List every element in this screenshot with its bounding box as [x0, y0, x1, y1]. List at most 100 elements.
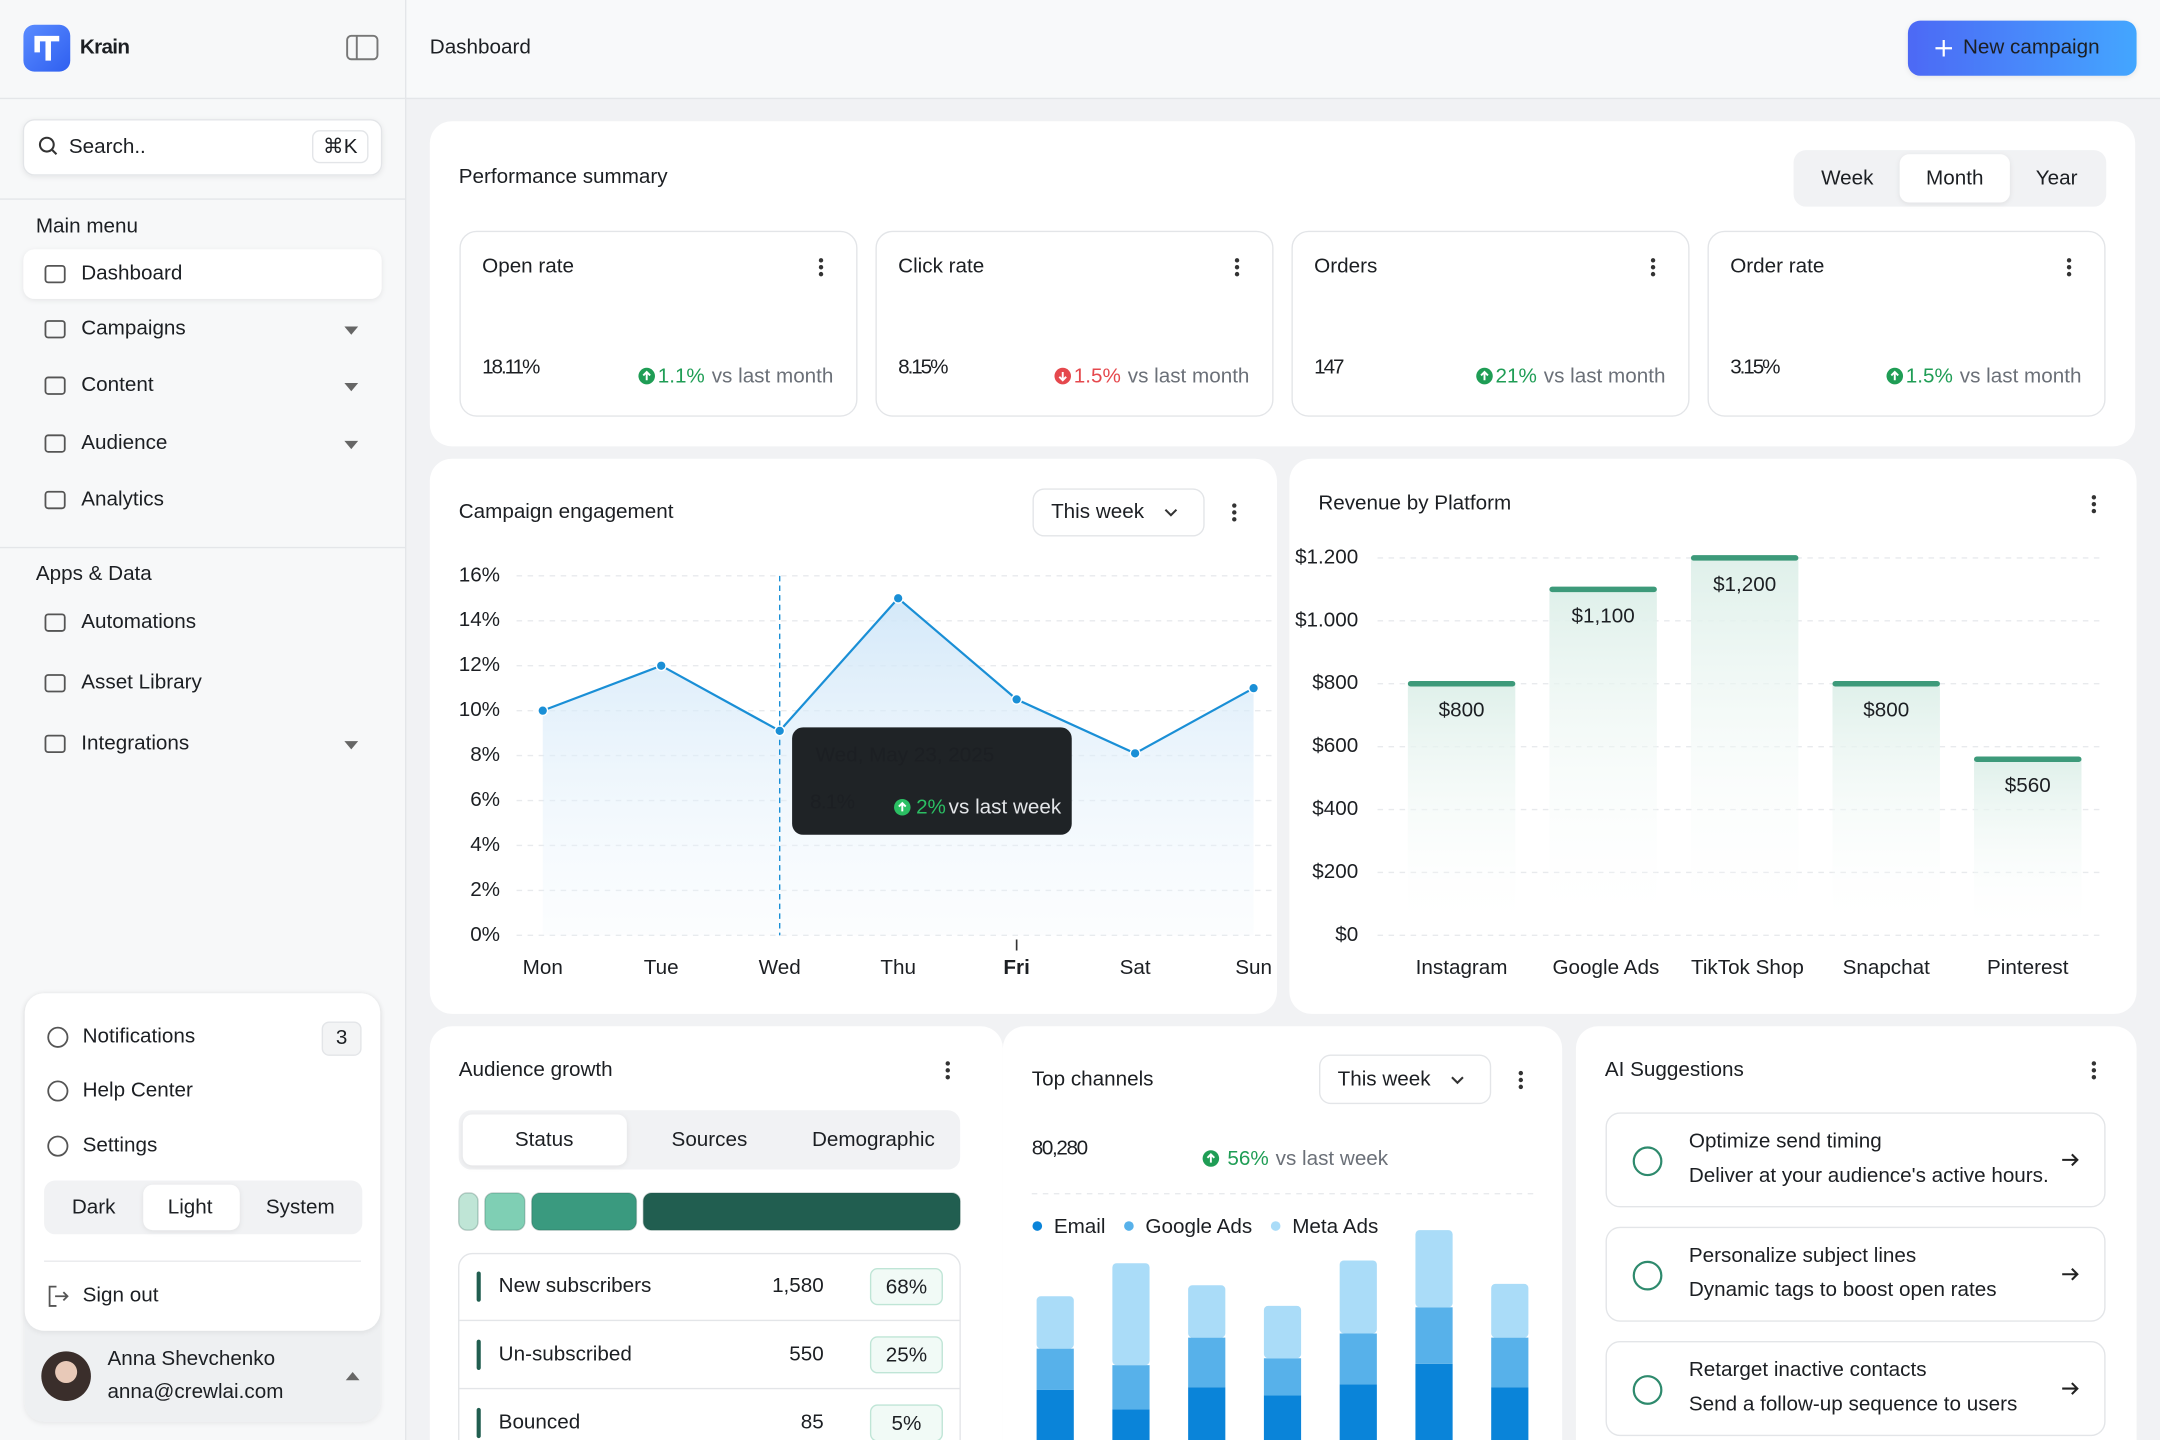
- bar-segment: [1036, 1348, 1074, 1390]
- menu-item[interactable]: Asset Library: [44, 671, 202, 694]
- dropdown-box: [1032, 488, 1205, 537]
- sign-out-label: Sign out: [83, 1284, 159, 1307]
- suggestion-item[interactable]: Optimize send timing Deliver at your audi…: [1605, 1112, 2106, 1208]
- tooltip-change: 2% vs last week: [916, 796, 1062, 819]
- menu-item[interactable]: Campaigns: [44, 317, 359, 340]
- suggestion-item[interactable]: Retarget inactive contacts Send a follow-…: [1605, 1341, 2106, 1437]
- sign-out[interactable]: Sign out: [48, 1284, 159, 1307]
- kpi-value: 18.11%: [482, 355, 540, 378]
- dot: [818, 258, 824, 263]
- audience-card: Audience growth Status Sources Demographic N…: [429, 1026, 1003, 1440]
- row-label: Bounced: [499, 1410, 581, 1433]
- kpi-border: [1707, 230, 2106, 417]
- period-option[interactable]: Month: [1926, 167, 1983, 190]
- bar-cap: [1407, 680, 1516, 687]
- point: [774, 725, 786, 737]
- row-label: Un-subscribed: [499, 1342, 632, 1365]
- dot: [1650, 258, 1656, 263]
- new-campaign-button[interactable]: New campaign: [1907, 20, 2137, 76]
- theme-option[interactable]: Dark: [72, 1196, 116, 1219]
- x-tick-label: Snapchat: [1843, 956, 1931, 979]
- point: [655, 660, 667, 672]
- bar-segment: [1036, 1296, 1074, 1349]
- suggestion-icon: [1632, 1146, 1663, 1177]
- more-menu[interactable]: [818, 258, 824, 277]
- card-title: AI Suggestions: [1605, 1058, 1744, 1081]
- dot: [1232, 510, 1237, 515]
- more-menu[interactable]: [1232, 503, 1237, 522]
- kpi-label: Orders: [1314, 255, 1377, 278]
- more-menu[interactable]: [2091, 495, 2097, 514]
- x-tick-label: Tue: [644, 956, 679, 979]
- tab[interactable]: Sources: [672, 1128, 748, 1151]
- dot: [2066, 258, 2072, 263]
- more-menu[interactable]: [1650, 258, 1656, 277]
- search-box[interactable]: Search.. ⌘K: [22, 119, 383, 176]
- tab[interactable]: Demographic: [812, 1128, 935, 1151]
- more-menu[interactable]: [1518, 1070, 1524, 1090]
- row-accent: [476, 1271, 481, 1302]
- trend-arrow: [642, 370, 651, 381]
- sign-out-icon: [48, 1285, 69, 1307]
- kpi-label: Order rate: [1730, 255, 1824, 278]
- card-title: Performance summary: [459, 165, 669, 188]
- menu-label: Dashboard: [81, 262, 182, 285]
- range-dropdown[interactable]: This week: [1032, 488, 1205, 537]
- suggestion-description: Deliver at your audience's active hours.: [1689, 1164, 2049, 1187]
- dot: [2091, 495, 2097, 500]
- tooltip-date: Wed, May 23, 2025: [816, 744, 995, 767]
- theme-option[interactable]: System: [266, 1196, 335, 1219]
- utility-item[interactable]: Help Center: [47, 1078, 193, 1102]
- dot: [2091, 1068, 2097, 1073]
- tab[interactable]: Status: [515, 1128, 574, 1151]
- theme-active: [143, 1184, 240, 1231]
- chevron-down: [1451, 1076, 1464, 1085]
- bar: [1690, 557, 1799, 936]
- period-option[interactable]: Week: [1821, 167, 1874, 190]
- menu-item[interactable]: Dashboard: [23, 249, 382, 299]
- more-menu[interactable]: [1234, 258, 1240, 277]
- revenue-card: Revenue by Platform $0 $200 $400 $600 $800 $1.…: [1289, 458, 2137, 1014]
- menu-icon: [44, 434, 66, 453]
- main-content: Performance summary Week Month Year Open rat…: [429, 121, 2137, 1440]
- dot: [945, 1061, 950, 1066]
- change-note: vs last week: [949, 796, 1062, 819]
- menu-item[interactable]: Integrations: [44, 731, 359, 754]
- menu-item[interactable]: Analytics: [44, 488, 164, 511]
- utility-item[interactable]: Notifications: [47, 1025, 195, 1048]
- menu-label: Campaigns: [81, 317, 185, 340]
- trend-arrow: [898, 801, 907, 812]
- dot: [1234, 265, 1240, 270]
- y-tick-label: 16%: [459, 563, 500, 586]
- bar-cap: [1974, 756, 2082, 762]
- caret-up[interactable]: [345, 1372, 360, 1381]
- value-label: $1,100: [1572, 604, 1635, 627]
- dot: [818, 271, 824, 277]
- utility-item[interactable]: Settings: [47, 1134, 157, 1157]
- more-menu[interactable]: [2066, 258, 2072, 277]
- suggestion-title: Optimize send timing: [1689, 1129, 1882, 1152]
- y-tick-label: $800: [1312, 671, 1358, 694]
- range-dropdown[interactable]: This week: [1319, 1054, 1492, 1105]
- dot: [1650, 265, 1656, 270]
- sidebar-toggle[interactable]: [346, 34, 379, 61]
- more-menu[interactable]: [2091, 1061, 2097, 1080]
- period-option[interactable]: Year: [2036, 167, 2078, 190]
- menu-item[interactable]: Content: [44, 373, 359, 396]
- suggestion-item[interactable]: Personalize subject lines Dynamic tags to…: [1605, 1226, 2106, 1322]
- header: Dashboard New campaign: [430, 20, 2137, 76]
- more-menu[interactable]: [945, 1061, 950, 1080]
- value-label: $560: [2005, 774, 2051, 797]
- menu-item[interactable]: Automations: [44, 610, 196, 633]
- shortcut-badge: [312, 130, 369, 164]
- button-bg: [1907, 20, 2137, 76]
- avatar-face: [55, 1361, 78, 1384]
- change-value: 21%: [1496, 365, 1537, 388]
- menu-item[interactable]: Audience: [44, 431, 359, 454]
- theme-option[interactable]: Light: [168, 1196, 213, 1219]
- bar-segment: [1188, 1337, 1226, 1388]
- suggestion-description: Dynamic tags to boost open rates: [1689, 1278, 1997, 1301]
- legend-label: Google Ads: [1145, 1215, 1252, 1238]
- kpi-card: Click rate 8.15% 1.5% vs last month: [875, 230, 1274, 417]
